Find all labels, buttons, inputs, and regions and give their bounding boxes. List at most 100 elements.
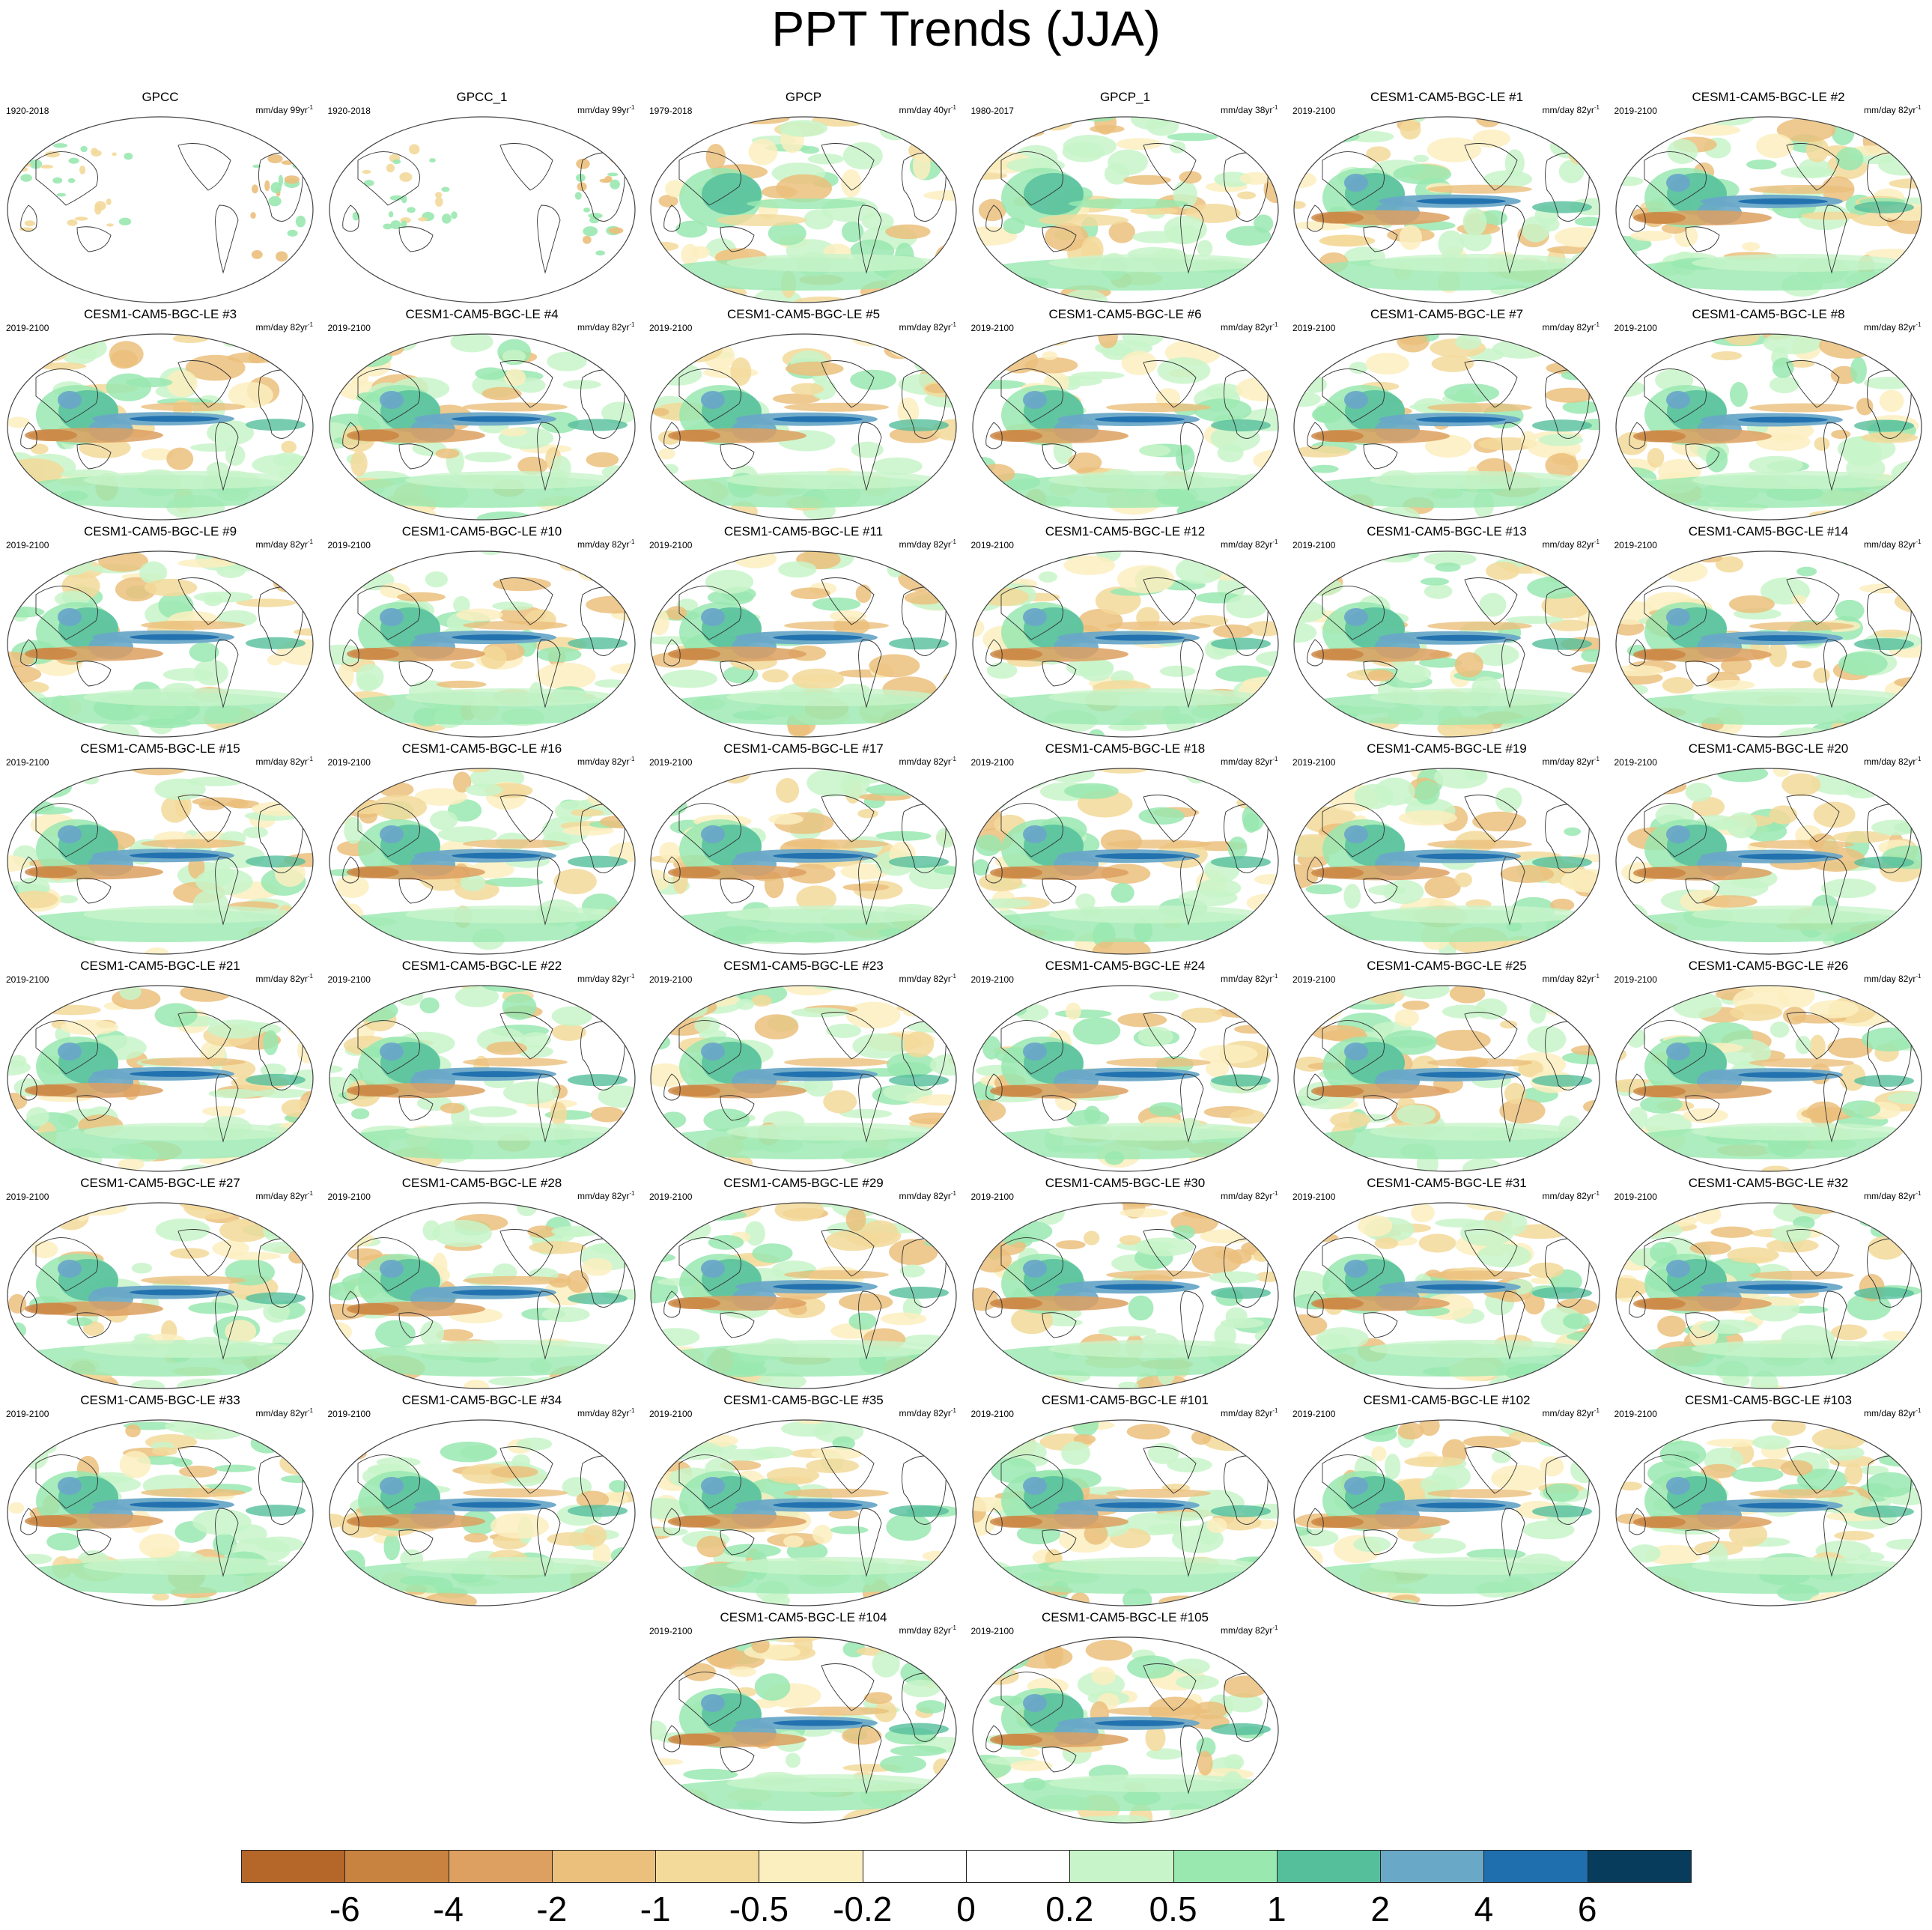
world-map (1614, 333, 1923, 521)
panel-units: mm/day 82yr-1 (256, 753, 313, 768)
world-map (971, 767, 1280, 956)
panel-units-exponent: -1 (1594, 1190, 1600, 1197)
panel-units-exponent: -1 (1916, 756, 1922, 762)
map-panel: CESM1-CAM5-BGC-LE #35 2019-2100 mm/day 82y… (643, 1393, 964, 1610)
world-map (6, 1418, 315, 1607)
world-map (971, 550, 1280, 738)
colorbar-swatch (551, 1850, 657, 1883)
panel-units-text: mm/day 82yr (1221, 756, 1273, 767)
panel-units: mm/day 82yr-1 (577, 971, 634, 985)
map-panel: CESM1-CAM5-BGC-LE #9 2019-2100 mm/day 82yr… (0, 524, 321, 741)
map-panel: CESM1-CAM5-BGC-LE #103 2019-2100 mm/day 82… (1609, 1393, 1929, 1610)
map-panel: CESM1-CAM5-BGC-LE #11 2019-2100 mm/day 82y… (643, 524, 964, 741)
colorbar-tick-label: -2 (536, 1890, 568, 1929)
panel-units: mm/day 82yr-1 (577, 536, 634, 550)
panel-period: 2019-2100 (1614, 1192, 1657, 1202)
panel-title: CESM1-CAM5-BGC-LE #25 (1367, 959, 1527, 973)
colorbar-tick-label: 0.2 (1045, 1890, 1094, 1929)
panel-units-text: mm/day 40yr (899, 105, 951, 115)
map-panel: CESM1-CAM5-BGC-LE #31 2019-2100 mm/day 82y… (1287, 1176, 1607, 1393)
panel-units-exponent: -1 (1594, 104, 1600, 111)
panel-title: CESM1-CAM5-BGC-LE #20 (1688, 741, 1849, 756)
world-map (649, 333, 958, 521)
panel-units: mm/day 82yr-1 (1543, 102, 1600, 116)
panel-units: mm/day 82yr-1 (899, 319, 956, 333)
figure-title: PPT Trends (JJA) (771, 1, 1161, 56)
panel-title: CESM1-CAM5-BGC-LE #101 (1042, 1393, 1209, 1407)
world-map (1614, 115, 1923, 304)
panel-units-text: mm/day 82yr (1221, 1191, 1273, 1201)
map-panel: CESM1-CAM5-BGC-LE #20 2019-2100 mm/day 82y… (1609, 741, 1929, 959)
panel-units-text: mm/day 99yr (255, 105, 308, 115)
panel-units: mm/day 82yr-1 (1864, 971, 1921, 985)
panel-units-text: mm/day 82yr (577, 539, 630, 550)
map-panel: GPCC_1 1920-2018 mm/day 99yr-1 (322, 90, 643, 307)
panel-units-exponent: -1 (1272, 104, 1278, 111)
colorbar-swatch (1069, 1850, 1174, 1883)
panel-period: 2019-2100 (327, 540, 371, 550)
panel-period: 2019-2100 (6, 323, 49, 333)
world-map (328, 984, 637, 1173)
panel-title: CESM1-CAM5-BGC-LE #9 (83, 524, 237, 538)
panel-period: 2019-2100 (649, 1192, 693, 1202)
panel-units-text: mm/day 82yr (255, 756, 308, 767)
panel-units-text: mm/day 82yr (899, 1625, 951, 1636)
panel-units-exponent: -1 (629, 756, 635, 762)
world-map (1614, 1201, 1923, 1390)
panel-units-exponent: -1 (950, 973, 956, 980)
map-panel: CESM1-CAM5-BGC-LE #25 2019-2100 mm/day 82y… (1287, 959, 1607, 1176)
panel-title: CESM1-CAM5-BGC-LE #1 (1370, 90, 1524, 104)
panel-units: mm/day 82yr-1 (256, 971, 313, 985)
world-map (971, 115, 1280, 304)
colorbar-swatch (655, 1850, 760, 1883)
map-panel: CESM1-CAM5-BGC-LE #21 2019-2100 mm/day 82y… (0, 959, 321, 1176)
panel-period: 2019-2100 (327, 323, 371, 333)
map-panel: CESM1-CAM5-BGC-LE #8 2019-2100 mm/day 82yr… (1609, 307, 1929, 524)
panel-units: mm/day 82yr-1 (577, 1188, 634, 1202)
map-panel: CESM1-CAM5-BGC-LE #19 2019-2100 mm/day 82y… (1287, 741, 1607, 959)
panel-units-text: mm/day 82yr (1542, 1191, 1594, 1201)
world-map (971, 1418, 1280, 1607)
panel-title: CESM1-CAM5-BGC-LE #26 (1688, 959, 1849, 973)
panel-title: CESM1-CAM5-BGC-LE #30 (1045, 1176, 1206, 1190)
world-map (6, 984, 315, 1173)
world-map (649, 115, 958, 304)
panel-units-exponent: -1 (307, 538, 313, 545)
panel-units-text: mm/day 82yr (577, 756, 630, 767)
panel-units-exponent: -1 (1916, 1407, 1922, 1414)
map-panel: GPCP_1 1980-2017 mm/day 38yr-1 (965, 90, 1286, 307)
world-map (1292, 1418, 1601, 1607)
panel-units: mm/day 82yr-1 (899, 971, 956, 985)
map-panel: CESM1-CAM5-BGC-LE #5 2019-2100 mm/day 82yr… (643, 307, 964, 524)
panel-units-exponent: -1 (1916, 104, 1922, 111)
colorbar-tick-label: 6 (1577, 1890, 1597, 1929)
panel-units-text: mm/day 82yr (1221, 974, 1273, 984)
panel-units-exponent: -1 (950, 1190, 956, 1197)
panel-period: 2019-2100 (970, 974, 1014, 985)
world-map (6, 333, 315, 521)
panel-units: mm/day 82yr-1 (899, 536, 956, 550)
world-map (649, 767, 958, 956)
panel-units: mm/day 82yr-1 (1543, 319, 1600, 333)
panel-units-exponent: -1 (950, 104, 956, 111)
panel-units-exponent: -1 (1594, 756, 1600, 762)
panel-units-exponent: -1 (1272, 1190, 1278, 1197)
panel-grid: GPCC 1920-2018 mm/day 99yr-1 GPCC_1 1920-201… (0, 90, 1929, 1827)
map-panel: CESM1-CAM5-BGC-LE #10 2019-2100 mm/day 82y… (322, 524, 643, 741)
panel-units: mm/day 99yr-1 (256, 102, 313, 116)
panel-period: 2019-2100 (1614, 540, 1657, 550)
panel-units-text: mm/day 82yr (1221, 1408, 1273, 1418)
panel-units-exponent: -1 (1916, 973, 1922, 980)
panel-units-text: mm/day 82yr (577, 322, 630, 333)
panel-units-text: mm/day 82yr (1864, 322, 1916, 333)
colorbar-tick-label: 0 (956, 1890, 976, 1929)
panel-units-text: mm/day 99yr (577, 105, 630, 115)
panel-title: CESM1-CAM5-BGC-LE #103 (1685, 1393, 1852, 1407)
panel-period: 2019-2100 (1614, 974, 1657, 985)
panel-units-exponent: -1 (1916, 1190, 1922, 1197)
map-panel: CESM1-CAM5-BGC-LE #105 2019-2100 mm/day 82… (965, 1610, 1286, 1827)
world-map (971, 333, 1280, 521)
panel-period: 2019-2100 (649, 1409, 693, 1419)
panel-title: CESM1-CAM5-BGC-LE #15 (80, 741, 240, 756)
panel-units-exponent: -1 (307, 756, 313, 762)
